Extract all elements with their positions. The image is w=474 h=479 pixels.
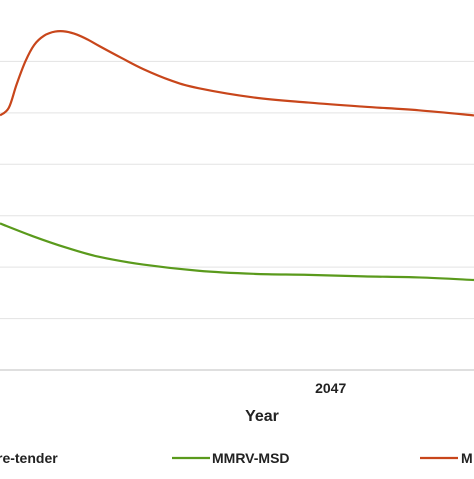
x-axis-title: Year [245, 408, 279, 425]
legend-label-mmrv-msd: MMRV-MSD [212, 450, 290, 466]
series-lines [0, 30, 474, 282]
series-line-mmrv-msd [0, 222, 474, 282]
x-tick-label-2047: 2047 [315, 380, 346, 396]
gridlines [0, 60, 474, 320]
legend: re-tender MMRV-MSD M [0, 450, 473, 466]
x-axis-tick-labels: 2047 [315, 380, 346, 396]
legend-label-re-tender: re-tender [0, 450, 58, 466]
series-line-m [0, 30, 474, 117]
legend-label-m: M [461, 450, 473, 466]
